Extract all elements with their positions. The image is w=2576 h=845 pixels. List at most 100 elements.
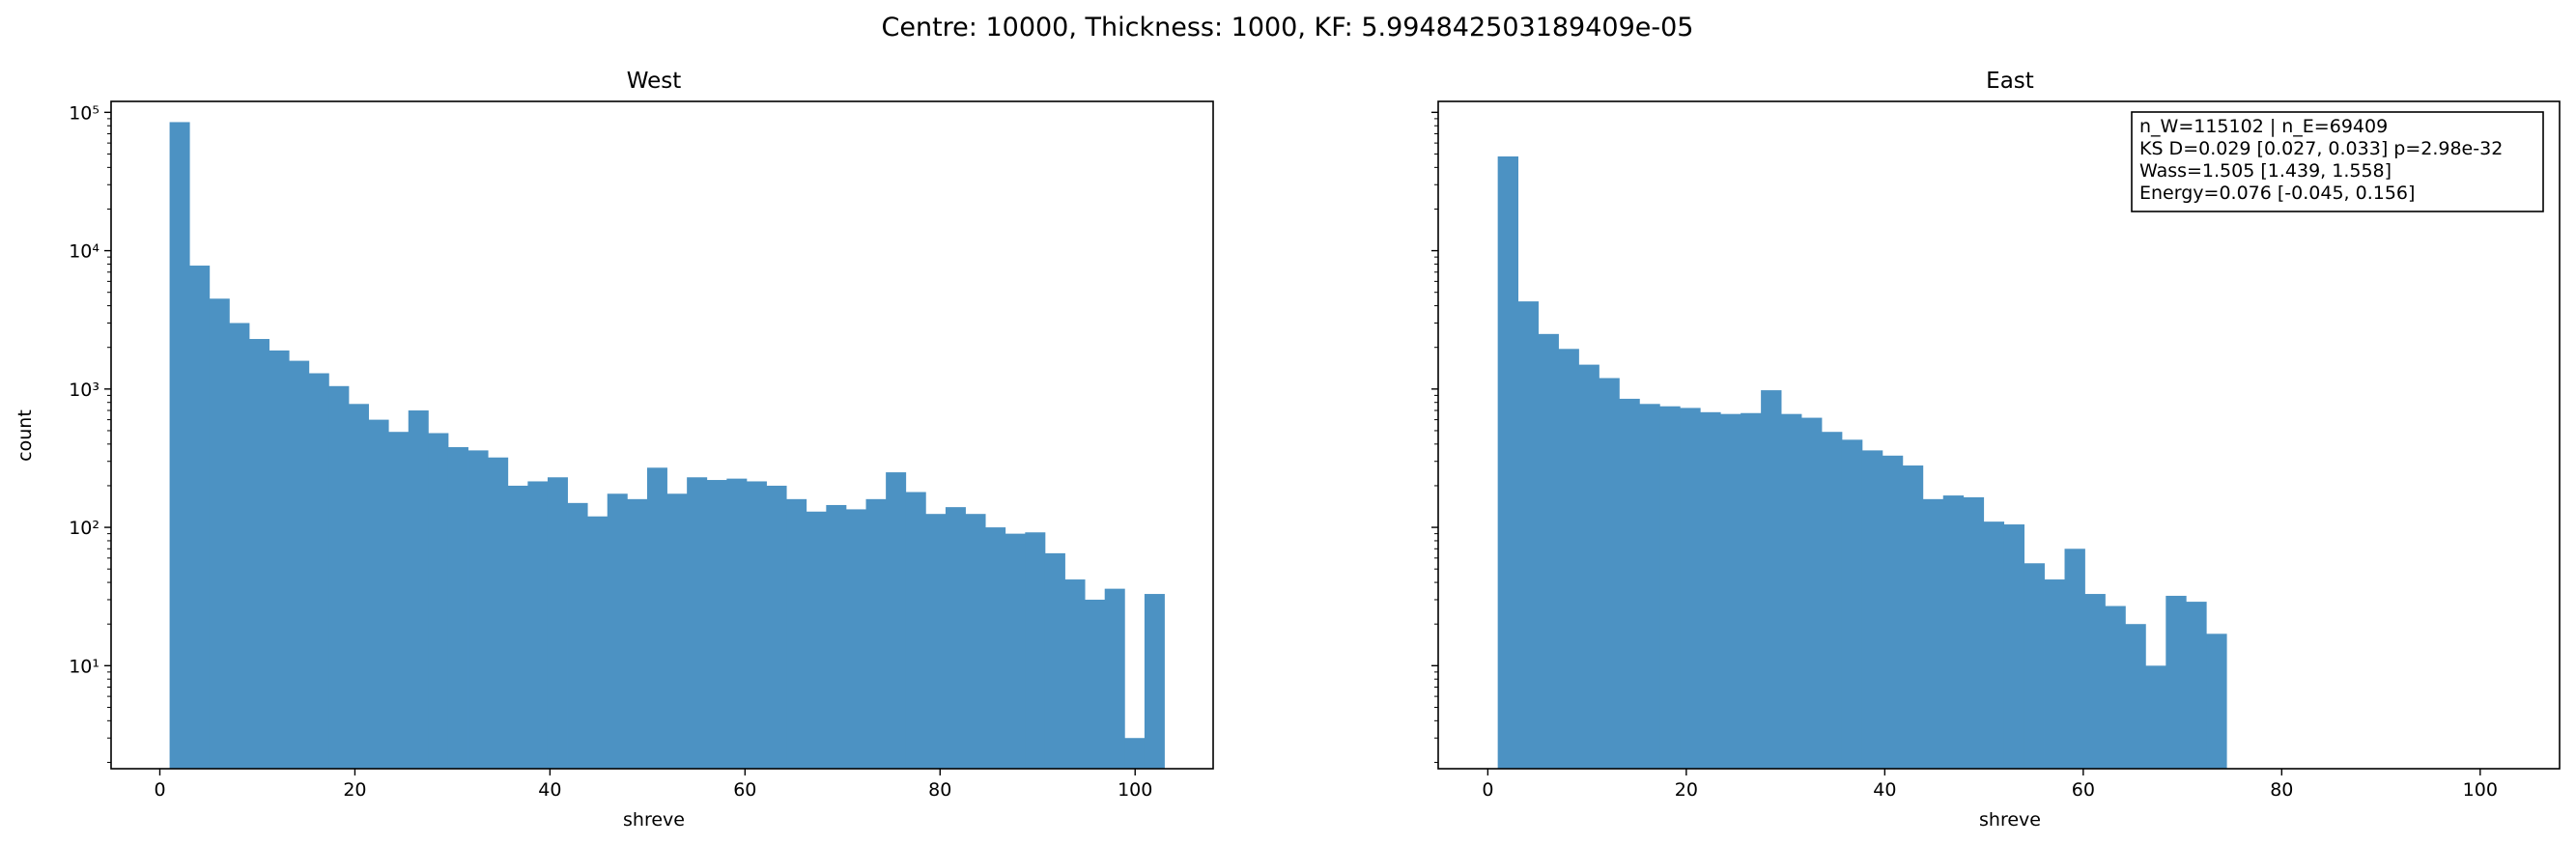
- west-histogram-bar: [348, 404, 369, 769]
- east-histogram-bar: [1497, 156, 1519, 769]
- east-x-ticks: 0 20 40 60 80 100: [1482, 769, 2498, 801]
- east-histogram-bar: [1619, 398, 1640, 769]
- east-histogram-bar: [1680, 408, 1701, 769]
- west-histogram-bar: [507, 485, 528, 769]
- west-histogram-bar: [1025, 532, 1046, 769]
- west-histogram-bar: [289, 360, 310, 769]
- west-histogram-bar: [826, 504, 847, 769]
- west-histogram-bar: [865, 498, 887, 769]
- west-panel: West 0 20 40 60 80 100 10¹ 10² 10³ 10⁴ 10⁵ shreve…: [14, 69, 1214, 831]
- east-histogram-bar: [2003, 524, 2024, 769]
- west-histogram-bar: [1144, 594, 1165, 769]
- west-histogram-bar: [607, 493, 628, 769]
- west-y-tick-label: 10⁴: [69, 241, 99, 263]
- west-y-ticks: 10¹ 10² 10³ 10⁴ 10⁵: [69, 102, 111, 763]
- east-x-tick-label: 100: [2463, 779, 2498, 801]
- east-histogram-bar: [2186, 602, 2207, 769]
- west-histogram-bar: [786, 498, 807, 769]
- east-histogram-bar: [1578, 364, 1599, 769]
- west-histogram-bar: [488, 457, 509, 769]
- west-histogram-bar: [766, 485, 787, 769]
- west-x-tick-label: 20: [343, 779, 366, 801]
- west-histogram-bar: [1104, 588, 1125, 769]
- east-bars: [1497, 156, 2227, 769]
- east-axes-frame: [1437, 100, 2561, 770]
- west-histogram-bar: [666, 493, 688, 769]
- east-histogram-bar: [1983, 521, 2005, 769]
- west-x-tick-label: 100: [1118, 779, 1152, 801]
- west-histogram-bar: [269, 350, 290, 769]
- stats-annotation-box: n_W=115102 | n_E=69409 KS D=0.029 [0.027…: [2131, 111, 2544, 212]
- west-histogram-bar: [627, 498, 648, 769]
- west-x-tick-label: 60: [733, 779, 756, 801]
- east-histogram-bar: [2166, 595, 2187, 769]
- west-histogram-bar: [308, 373, 329, 769]
- west-histogram-bar: [965, 514, 986, 769]
- east-x-tick-label: 40: [1873, 779, 1896, 801]
- west-histogram-bar: [1085, 599, 1106, 769]
- west-histogram-bar: [567, 502, 588, 769]
- west-histogram-bar: [1124, 738, 1146, 769]
- west-histogram-bar: [229, 323, 250, 769]
- east-x-tick-label: 60: [2072, 779, 2095, 801]
- east-panel: East 0 20 40 60 80 100 shreve n_W=115102 | n_…: [1431, 69, 2561, 831]
- west-y-tick-label: 10³: [69, 380, 99, 401]
- west-x-tick-label: 0: [154, 779, 165, 801]
- east-histogram-bar: [2145, 665, 2166, 769]
- west-histogram-bar: [428, 433, 449, 769]
- east-histogram-bar: [1902, 465, 1924, 769]
- figure-suptitle: Centre: 10000, Thickness: 1000, KF: 5.99…: [882, 13, 1694, 42]
- east-histogram-bar: [1942, 495, 1965, 769]
- east-histogram-bar: [1558, 349, 1579, 769]
- east-histogram-bar: [1963, 496, 1985, 769]
- east-histogram-bar: [1822, 432, 1843, 769]
- east-histogram-bar: [2044, 579, 2065, 769]
- east-histogram-bar: [2125, 624, 2146, 769]
- west-x-axis-label: shreve: [623, 809, 685, 831]
- west-histogram-bar: [368, 419, 389, 769]
- east-histogram-bar: [1922, 498, 1944, 769]
- east-histogram-bar: [1801, 417, 1823, 769]
- west-histogram-bar: [646, 467, 667, 769]
- west-histogram-bar: [189, 266, 211, 769]
- east-histogram-bar: [2206, 634, 2227, 769]
- west-y-tick-label: 10¹: [69, 656, 99, 677]
- west-panel-title: West: [627, 69, 682, 94]
- east-y-ticks: [1431, 111, 1438, 763]
- east-histogram-bar: [1639, 404, 1660, 769]
- stats-line-wass: Wass=1.505 [1.439, 1.558]: [2139, 160, 2392, 182]
- west-histogram-bar: [209, 298, 230, 769]
- east-histogram-bar: [2084, 594, 2106, 769]
- west-y-axis-label: count: [14, 409, 36, 462]
- east-x-tick-label: 80: [2270, 779, 2293, 801]
- east-histogram-bar: [1517, 301, 1539, 769]
- west-histogram-bar: [905, 492, 926, 769]
- east-histogram-bar: [1659, 406, 1681, 769]
- west-histogram-bar: [746, 481, 767, 769]
- east-histogram-bar: [1538, 333, 1559, 769]
- east-x-axis-label: shreve: [1979, 809, 2041, 831]
- east-histogram-bar: [1700, 411, 1721, 769]
- west-bars: [169, 122, 1165, 769]
- west-histogram-bar: [1044, 552, 1065, 769]
- west-histogram-bar: [1064, 579, 1086, 769]
- west-histogram-bar: [467, 450, 489, 769]
- east-histogram-bar: [1720, 413, 1741, 769]
- stats-line-energy: Energy=0.076 [-0.045, 0.156]: [2139, 183, 2415, 204]
- east-histogram-bar: [1761, 390, 1782, 769]
- west-histogram-bar: [845, 509, 866, 769]
- east-histogram-bar: [2105, 606, 2126, 769]
- west-y-tick-label: 10⁵: [69, 102, 99, 124]
- west-histogram-bar: [248, 339, 269, 769]
- east-histogram-bar: [2024, 563, 2045, 769]
- west-histogram-bar: [169, 122, 190, 769]
- west-histogram-bar: [886, 472, 907, 769]
- east-histogram-bar: [1841, 439, 1863, 769]
- west-histogram-bar: [388, 432, 410, 769]
- west-histogram-bar: [527, 481, 549, 769]
- west-histogram-bar: [408, 410, 429, 769]
- west-histogram-bar: [726, 478, 748, 769]
- east-histogram-bar: [1861, 450, 1883, 769]
- west-histogram-bar: [547, 477, 568, 769]
- east-histogram-bar: [1741, 412, 1762, 769]
